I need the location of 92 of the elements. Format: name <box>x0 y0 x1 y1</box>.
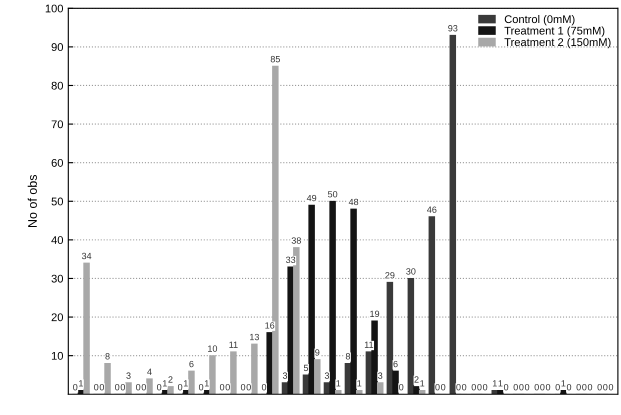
data-label: 3 <box>324 372 330 379</box>
data-label: 3 <box>282 372 288 379</box>
data-label: 0 <box>608 384 614 390</box>
data-label: 0 <box>136 384 140 390</box>
data-label: 38 <box>292 237 301 244</box>
data-label: 0 <box>115 384 120 390</box>
data-label: 46 <box>427 206 436 213</box>
data-label: 10 <box>208 345 218 352</box>
data-label: 0 <box>226 384 230 390</box>
data-label: 0 <box>534 384 539 390</box>
data-label: 1 <box>492 380 497 386</box>
data-label: 11 <box>229 342 238 348</box>
data-label: 0 <box>524 384 530 390</box>
legend-label: Treatment 2 (150mM) <box>504 38 611 48</box>
data-label: 48 <box>348 198 358 206</box>
data-label: 2 <box>414 376 419 383</box>
legend-label: Treatment 1 (75mM) <box>504 26 604 37</box>
data-label: 93 <box>448 25 458 32</box>
data-label: 3 <box>378 372 382 379</box>
data-label: 0 <box>576 384 581 390</box>
data-label: 0 <box>441 384 446 390</box>
data-label: 0 <box>556 384 560 390</box>
data-label: 0 <box>588 384 592 390</box>
data-label: 30 <box>406 268 416 275</box>
data-label: 0 <box>477 384 482 390</box>
y-axis-title: No of obs <box>28 174 37 227</box>
data-label: 0 <box>603 384 608 390</box>
data-label: 1 <box>184 380 188 386</box>
data-label: 33 <box>286 256 296 264</box>
y-tick-label: 70 <box>52 120 64 128</box>
data-label: 1 <box>562 380 566 386</box>
y-tick-label: 20 <box>52 313 64 322</box>
data-label: 19 <box>370 310 380 318</box>
data-label: 0 <box>582 384 586 390</box>
data-label: 2 <box>168 376 173 383</box>
data-label: 1 <box>204 380 209 386</box>
data-label: 0 <box>198 384 204 390</box>
data-label: 0 <box>120 384 126 390</box>
data-label: 0 <box>566 384 572 390</box>
data-label: 1 <box>79 380 83 386</box>
data-label: 5 <box>304 364 308 372</box>
data-label: 0 <box>220 384 224 390</box>
data-label: 0 <box>472 384 476 390</box>
data-label: 0 <box>156 384 162 390</box>
data-label: 6 <box>189 360 194 368</box>
legend-label: Control (0mM) <box>504 14 575 26</box>
data-label: 0 <box>73 384 78 390</box>
y-tick-label: 80 <box>52 82 64 90</box>
data-label: 13 <box>250 334 259 340</box>
data-label: 49 <box>306 194 316 202</box>
data-label: 1 <box>336 380 340 386</box>
data-label: 3 <box>126 372 131 379</box>
data-label: 0 <box>246 384 251 390</box>
data-label: 4 <box>147 368 152 375</box>
data-label: 6 <box>393 360 398 368</box>
y-tick-label: 10 <box>52 352 64 360</box>
data-label: 11 <box>364 342 374 348</box>
data-label: 0 <box>456 384 461 390</box>
data-label: 1 <box>162 380 167 386</box>
data-label: 9 <box>315 349 320 356</box>
data-label: 0 <box>519 384 524 390</box>
data-label: 0 <box>540 384 545 390</box>
data-label: 0 <box>178 384 182 390</box>
y-tick-label: 40 <box>51 236 64 244</box>
data-label: 50 <box>328 191 338 198</box>
data-label: 1 <box>498 380 502 386</box>
data-label: 0 <box>100 384 104 390</box>
data-label: 0 <box>462 384 466 390</box>
data-label: 85 <box>270 56 280 62</box>
data-label: 0 <box>142 384 146 390</box>
data-label: 0 <box>504 384 508 390</box>
data-label: 0 <box>94 384 98 390</box>
data-label: 0 <box>399 384 404 390</box>
data-label: 16 <box>265 322 274 329</box>
data-label: 8 <box>105 353 110 360</box>
y-tick-label: 30 <box>52 274 64 283</box>
y-tick-label: 50 <box>52 198 64 206</box>
data-label: 0 <box>240 384 246 390</box>
y-tick-label: 60 <box>52 158 64 167</box>
data-label: 1 <box>357 380 362 386</box>
data-label: 29 <box>385 272 394 278</box>
y-tick-label: 90 <box>52 43 64 52</box>
data-label: 34 <box>82 252 92 260</box>
data-label: 0 <box>482 384 488 390</box>
data-label: 8 <box>346 353 350 360</box>
data-label: 0 <box>514 384 518 390</box>
data-label: 0 <box>435 384 440 390</box>
y-tick-label: 100 <box>46 4 64 12</box>
data-label: 0 <box>546 384 550 390</box>
data-label: 1 <box>420 380 424 386</box>
data-label: 0 <box>597 384 602 390</box>
data-label: 0 <box>262 384 266 390</box>
